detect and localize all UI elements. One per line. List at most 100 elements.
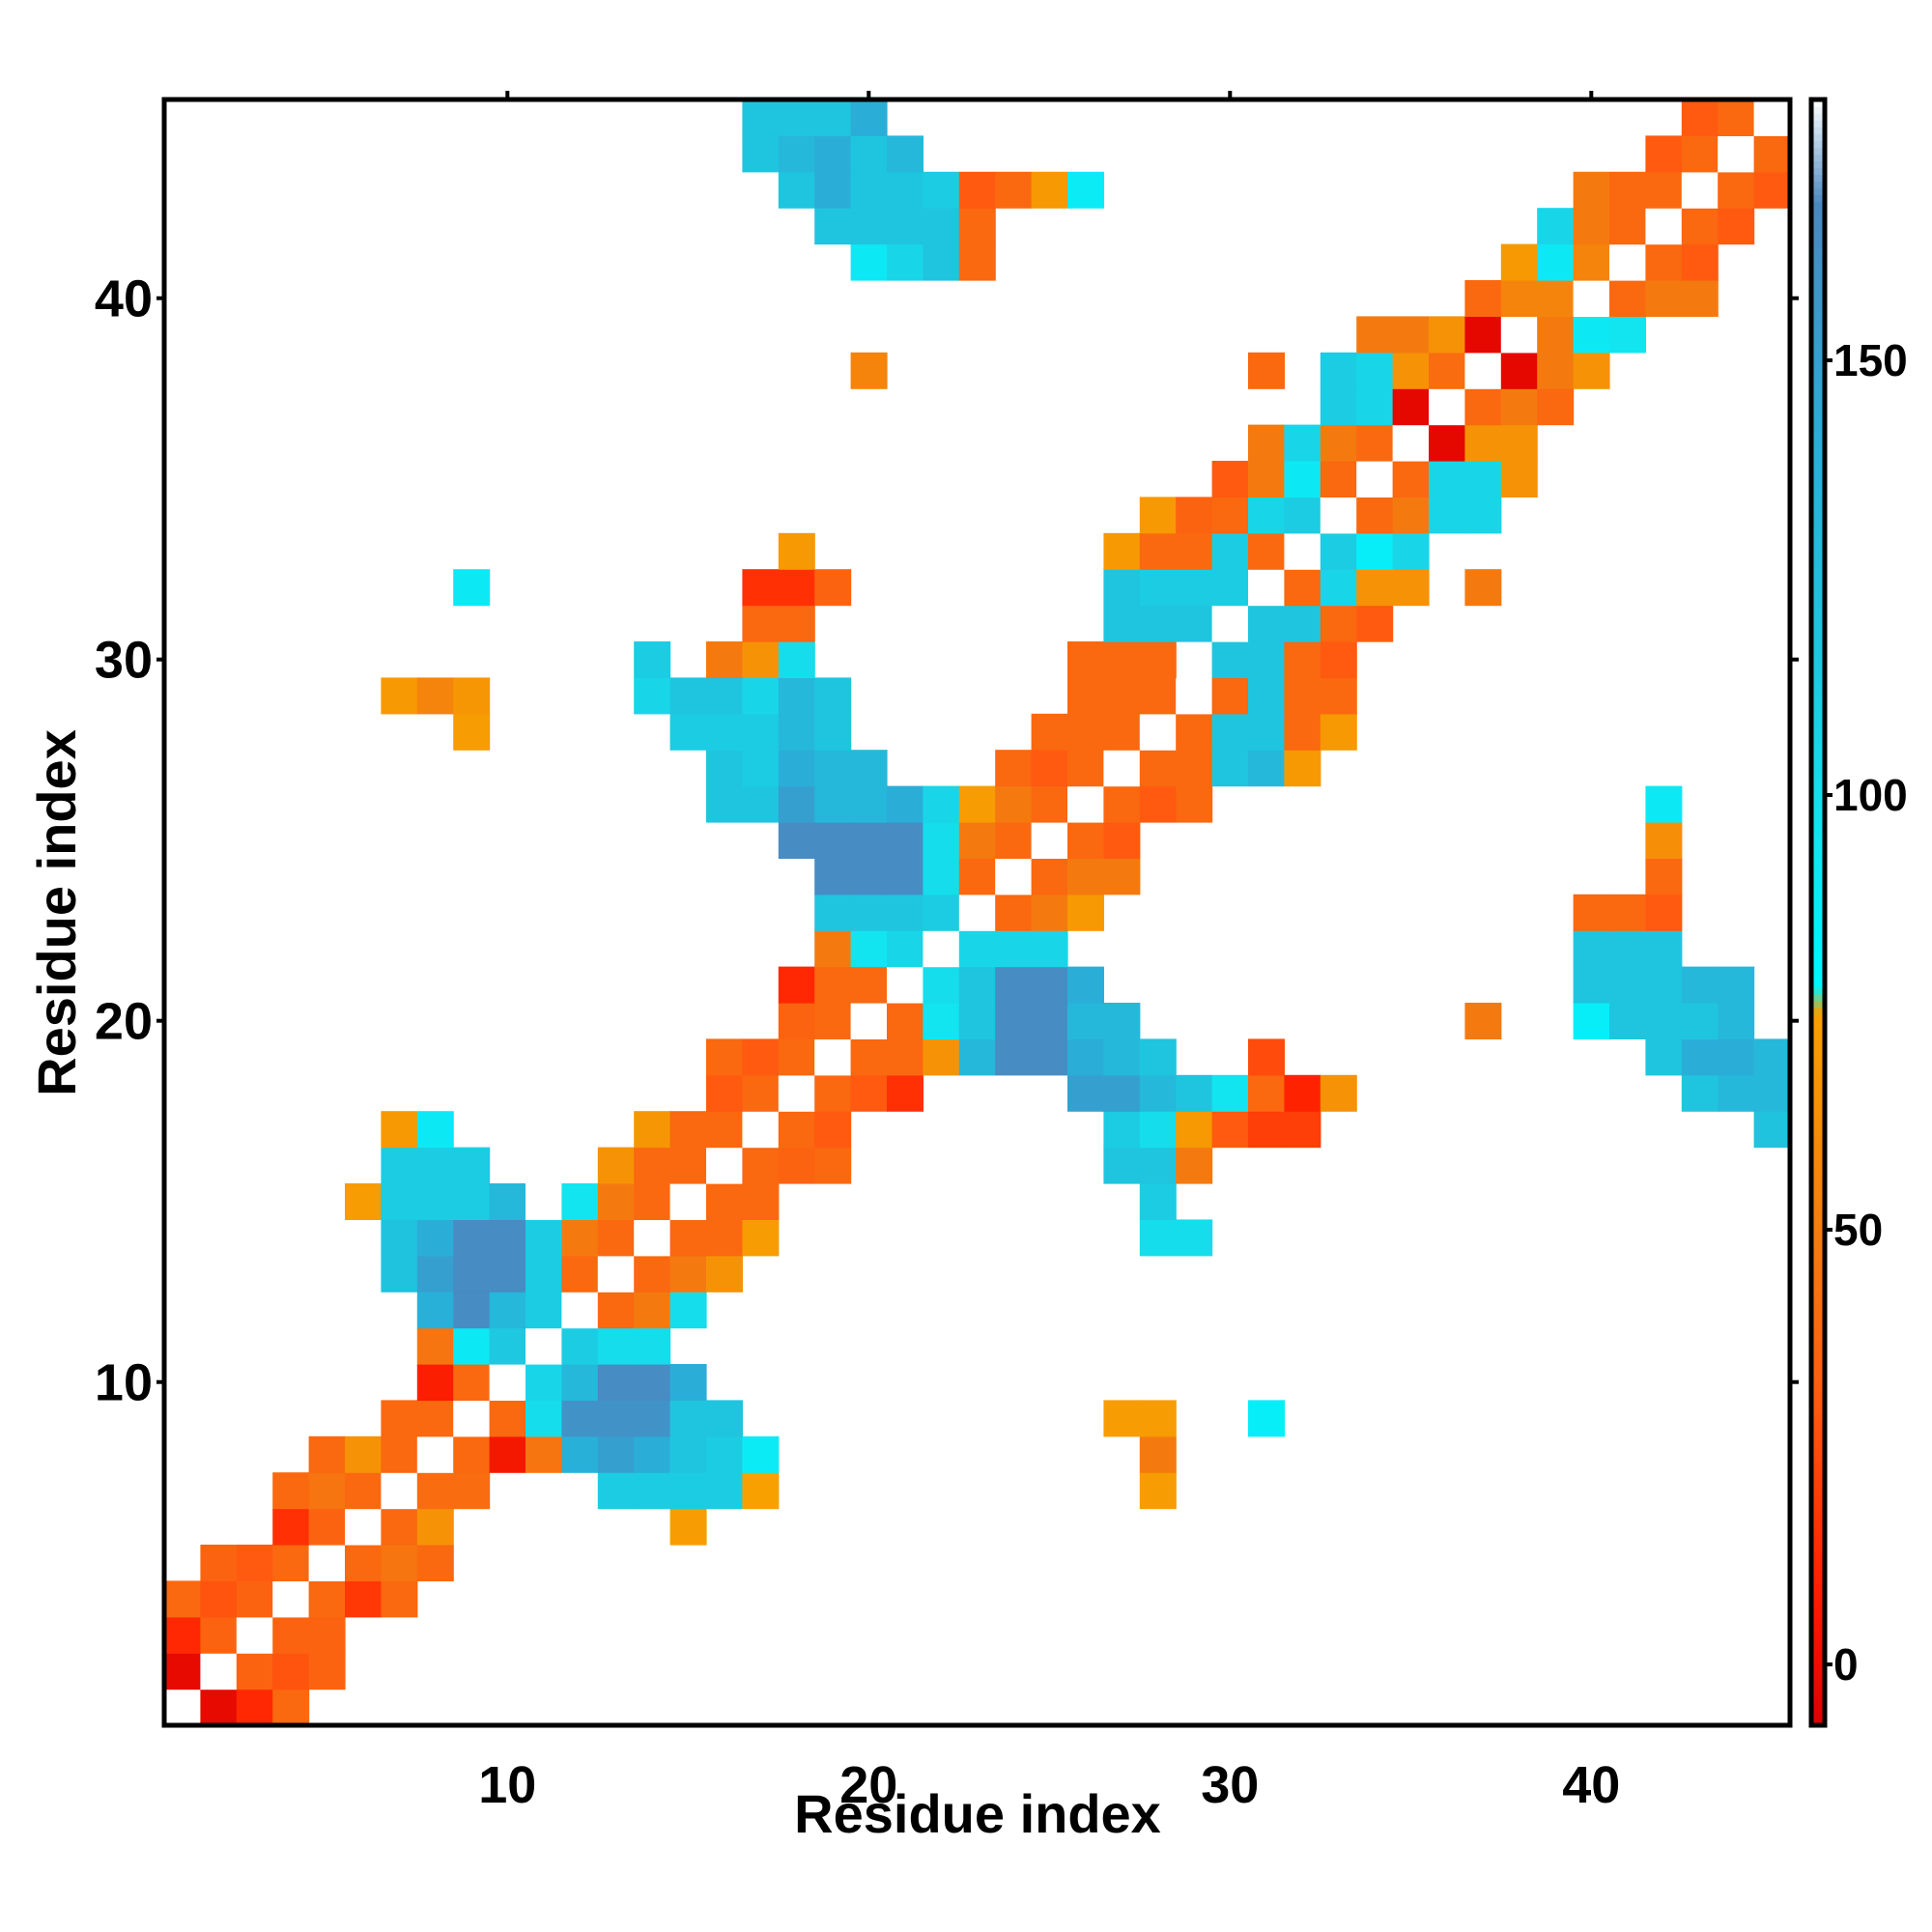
heatmap-cell (706, 785, 743, 823)
heatmap-cell (236, 1653, 273, 1690)
colorbar-segment (1811, 201, 1825, 209)
heatmap-cell (1248, 1074, 1285, 1112)
colorbar-segment (1811, 174, 1825, 182)
heatmap-cell (887, 208, 923, 245)
colorbar-segment (1811, 586, 1825, 595)
colorbar-segment (1811, 350, 1825, 358)
heatmap-cell (1753, 135, 1791, 173)
heatmap-cell (1103, 532, 1141, 570)
colorbar-segment (1811, 424, 1825, 433)
heatmap-cell (1211, 677, 1249, 715)
heatmap-cell (1573, 1003, 1610, 1039)
colorbar-segment (1811, 1718, 1825, 1726)
heatmap-cell (958, 966, 996, 1004)
colorbar-segment (1811, 750, 1825, 758)
heatmap-cell (1500, 316, 1538, 354)
heatmap-cell (923, 966, 960, 1004)
colorbar-segment (1811, 723, 1825, 730)
heatmap-cell (778, 750, 815, 787)
heatmap-cell (814, 677, 852, 715)
colorbar-segment (1811, 1393, 1825, 1402)
heatmap-cell (1356, 461, 1394, 497)
heatmap-cell (1464, 569, 1502, 607)
heatmap-cell (634, 1292, 671, 1329)
heatmap-cell (597, 1183, 635, 1220)
colorbar-segment (1811, 925, 1825, 934)
heatmap-cell (1176, 497, 1213, 534)
heatmap-cell (526, 1400, 562, 1437)
colorbar-segment (1811, 1298, 1825, 1307)
colorbar-segment (1811, 1630, 1825, 1638)
colorbar-segment (1811, 1528, 1825, 1537)
heatmap-cell (1248, 569, 1285, 607)
colorbar-segment (1811, 160, 1825, 168)
colorbar-segment (1811, 1278, 1825, 1286)
heatmap-cell (308, 1580, 346, 1618)
heatmap-cell (923, 858, 960, 895)
heatmap-cell (742, 713, 780, 751)
heatmap-cell (887, 894, 923, 931)
colorbar-segment (1811, 1000, 1825, 1009)
heatmap-cell (1753, 1074, 1791, 1112)
colorbar-segment (1811, 1204, 1825, 1211)
heatmap-cell (200, 1653, 238, 1690)
heatmap-cell (1176, 1074, 1213, 1112)
heatmap-cell (669, 1292, 707, 1329)
heatmap-cell (778, 135, 815, 173)
heatmap-cell (706, 641, 743, 678)
heatmap-cell (1718, 99, 1755, 136)
heatmap-cell (1573, 316, 1610, 354)
heatmap-cell (814, 99, 852, 136)
heatmap-cell (1067, 1074, 1104, 1112)
colorbar-segment (1811, 1162, 1825, 1171)
heatmap-cell (526, 1364, 562, 1401)
heatmap-cell (1067, 641, 1104, 678)
colorbar-segment (1811, 804, 1825, 812)
heatmap-cell (742, 1219, 780, 1257)
heatmap-cell (814, 713, 852, 751)
colorbar-segment (1811, 641, 1825, 649)
colorbar-segment (1811, 1013, 1825, 1022)
heatmap-cell (597, 1327, 635, 1365)
colorbar-segment (1811, 729, 1825, 737)
heatmap-cell (416, 1147, 454, 1184)
colorbar-segment (1811, 255, 1825, 264)
colorbar-segment (1811, 810, 1825, 819)
heatmap-cell (1103, 858, 1141, 895)
colorbar-segment (1811, 593, 1825, 602)
heatmap-cell (887, 135, 923, 173)
colorbar-segment (1811, 1197, 1825, 1205)
colorbar-segment (1811, 973, 1825, 981)
heatmap-cell (1284, 569, 1321, 607)
y-tick-label: 10 (95, 1354, 153, 1412)
heatmap-cell (778, 532, 815, 570)
heatmap-cell (561, 1183, 599, 1220)
heatmap-cell (850, 99, 888, 136)
heatmap-cell (1573, 243, 1610, 281)
heatmap-cell (850, 822, 888, 859)
heatmap-cell (1067, 966, 1104, 1004)
heatmap-cell (308, 1435, 346, 1473)
colorbar-segment (1811, 214, 1825, 223)
heatmap-cell (1645, 930, 1683, 968)
heatmap-cell (634, 1255, 671, 1293)
x-tick-label: 40 (1562, 1756, 1620, 1814)
heatmap-cell (1067, 1003, 1104, 1039)
heatmap-cell (381, 1147, 418, 1184)
colorbar-segment (1811, 553, 1825, 561)
heatmap-cell (1067, 677, 1104, 715)
colorbar-segment (1811, 99, 1825, 107)
heatmap-cell (742, 1074, 780, 1112)
colorbar-segment (1811, 675, 1825, 683)
heatmap-cell (381, 1111, 418, 1149)
colorbar-segment (1811, 444, 1825, 453)
heatmap-cell (669, 1183, 707, 1220)
colorbar-segment (1811, 993, 1825, 1002)
heatmap-cell (1464, 497, 1502, 534)
y-axis-ticks: 10 20 30 40 (95, 270, 1799, 1412)
heatmap-cell (923, 785, 960, 823)
heatmap-cell (814, 569, 852, 607)
heatmap-cell (1320, 532, 1357, 570)
heatmap-cell (995, 894, 1033, 931)
heatmap-cell (1753, 1038, 1791, 1076)
